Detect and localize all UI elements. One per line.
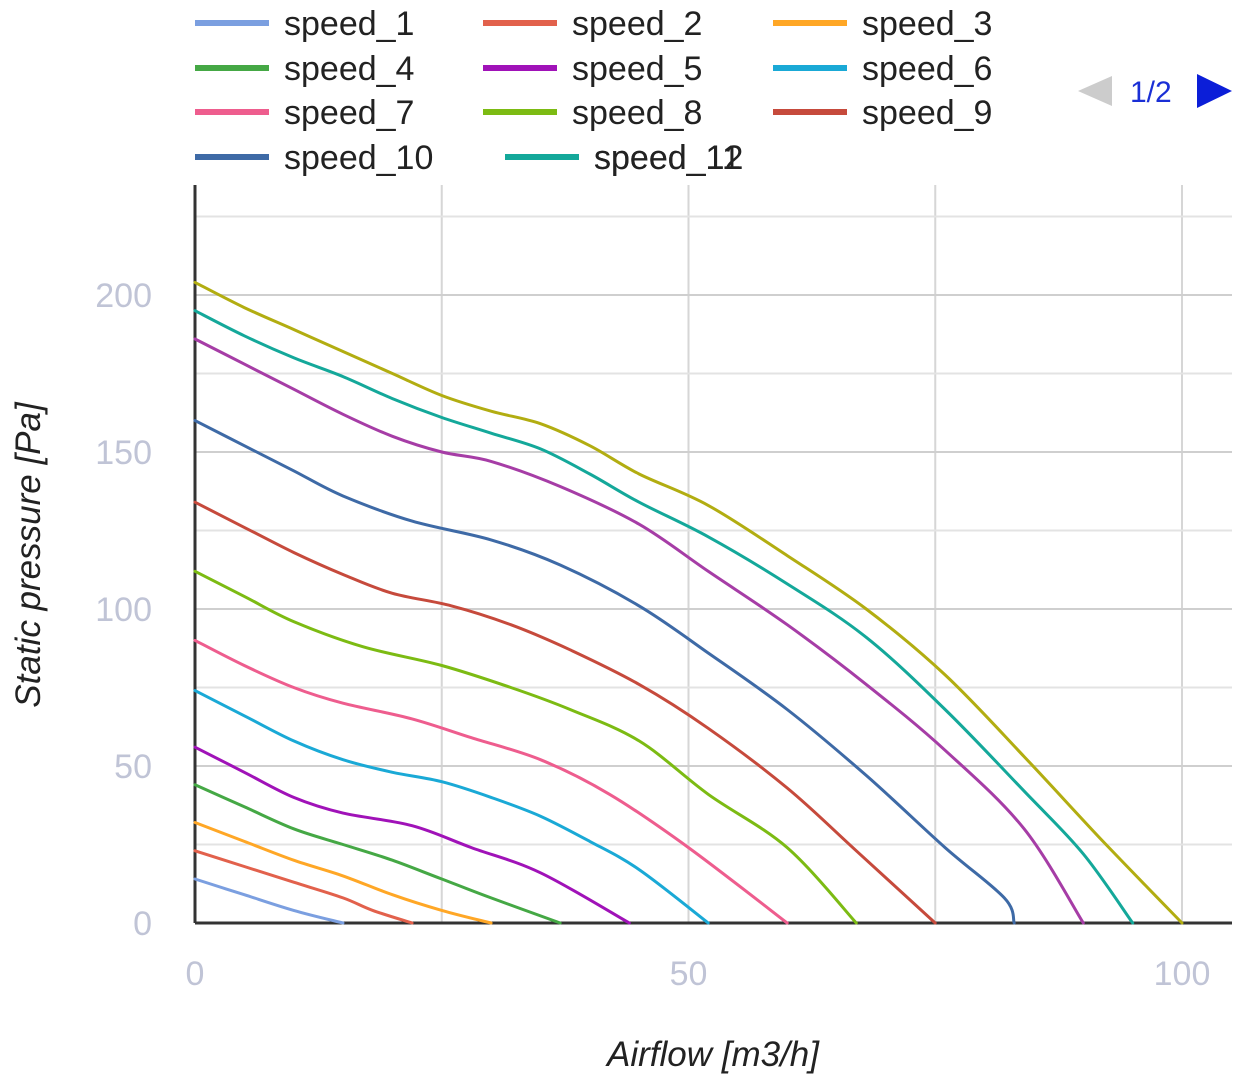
series-line-speed-4 bbox=[195, 785, 560, 923]
legend-label: speed_3 bbox=[862, 5, 992, 43]
x-tick-labels: 0 50 100 bbox=[186, 955, 1211, 993]
y-tick-label: 200 bbox=[95, 277, 152, 315]
series-line-speed-8 bbox=[195, 571, 856, 923]
x-tick-label: 0 bbox=[186, 955, 205, 993]
legend-label: speed_1 bbox=[284, 5, 414, 43]
y-tick-label: 100 bbox=[95, 591, 152, 629]
y-axis-title: Static pressure [Pa] bbox=[9, 401, 48, 708]
series-line-speed-11 bbox=[195, 339, 1083, 923]
legend-label: speed_2 bbox=[572, 5, 702, 43]
previous-page-icon[interactable] bbox=[1078, 76, 1112, 106]
legend-page-label: 1/2 bbox=[1130, 76, 1172, 109]
legend-label: speed_6 bbox=[862, 50, 992, 88]
next-page-icon[interactable] bbox=[1197, 74, 1232, 108]
x-axis-title: Airflow [m3/h] bbox=[605, 1035, 820, 1074]
x-tick-label: 100 bbox=[1154, 955, 1211, 993]
legend-label: speed_4 bbox=[284, 50, 414, 88]
legend-label: speed_7 bbox=[284, 94, 414, 132]
series-line-speed-5 bbox=[195, 747, 629, 923]
legend-pager: 1/2 bbox=[1078, 74, 1232, 109]
x-tick-label: 50 bbox=[670, 955, 708, 993]
legend-label: speed_9 bbox=[862, 94, 992, 132]
legend-label: speed_8 bbox=[572, 94, 702, 132]
series-line-speed-9 bbox=[195, 502, 935, 923]
y-tick-label: 0 bbox=[133, 905, 152, 943]
legend-label: speed_10 bbox=[284, 139, 433, 177]
y-tick-label: 50 bbox=[114, 748, 152, 786]
legend-label: speed_12 bbox=[594, 139, 743, 177]
legend-label: speed_5 bbox=[572, 50, 702, 88]
y-tick-label: 150 bbox=[95, 434, 152, 472]
y-tick-labels: 0 50 100 150 200 bbox=[95, 277, 152, 943]
series-line-speed-1 bbox=[195, 879, 343, 923]
